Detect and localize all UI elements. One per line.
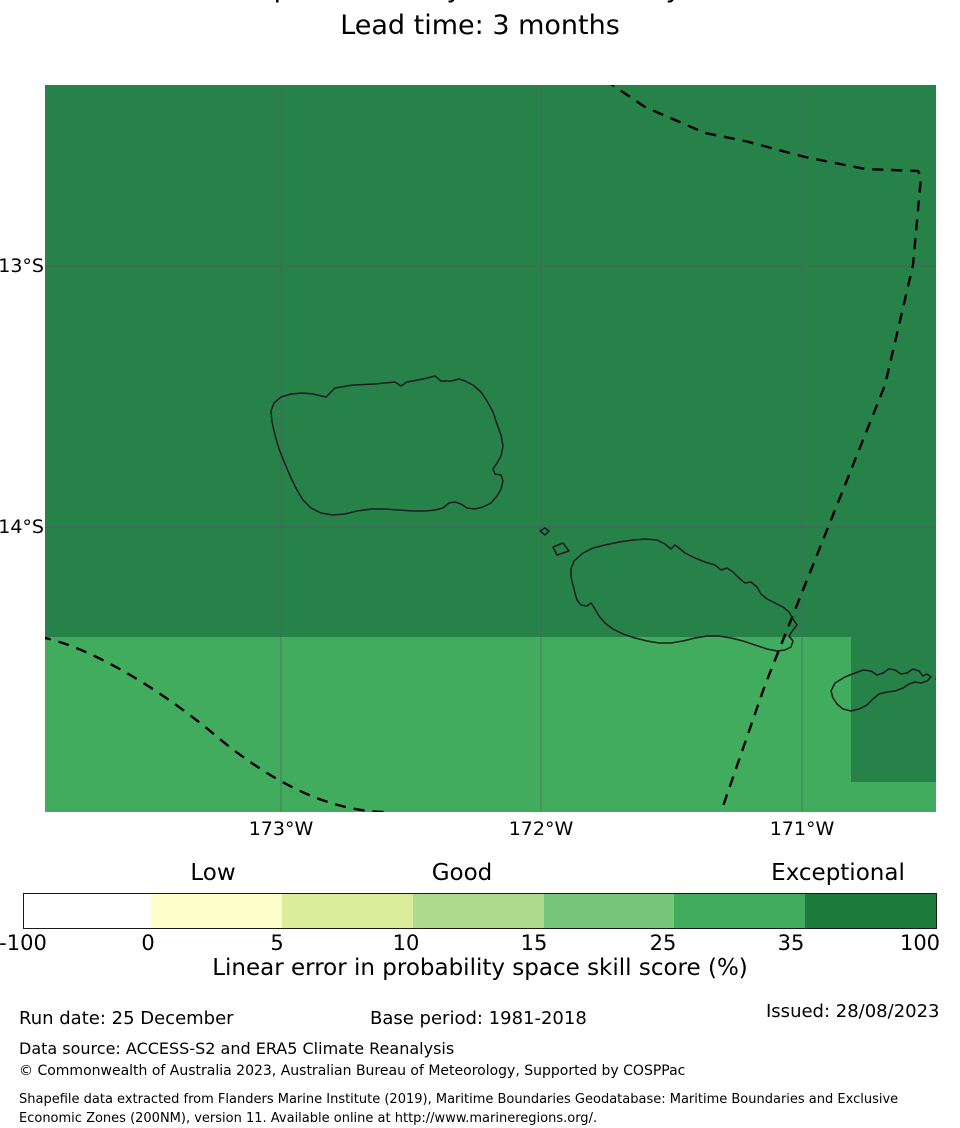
footer-data-source: Data source: ACCESS-S2 and ERA5 Climate … xyxy=(19,1039,455,1058)
colorbar-tick--100: -100 xyxy=(0,931,47,955)
footer-base-period: Base period: 1981-2018 xyxy=(370,1008,587,1029)
colorbar-segment-25-35 xyxy=(674,894,806,928)
colorbar-tick-labels: -100 0 5 10 15 25 35 100 xyxy=(0,931,960,957)
colorbar-tick-25: 25 xyxy=(649,931,677,955)
colorbar-tick-0: 0 xyxy=(141,931,155,955)
footer-copyright: © Commonwealth of Australia 2023, Austra… xyxy=(19,1063,686,1079)
skill-block-exceptional-east xyxy=(851,637,936,782)
footer-shapefile-note: Shapefile data extracted from Flanders M… xyxy=(19,1092,899,1126)
xtick-label-172W: 172°W xyxy=(508,818,574,840)
colorbar-axis-label: Linear error in probability space skill … xyxy=(212,955,748,981)
colorbar-tick-15: 15 xyxy=(520,931,548,955)
colorbar-segment-10-15 xyxy=(412,894,544,928)
footer-issued-date: Issued: 28/08/2023 xyxy=(766,1001,940,1022)
colorbar-category-low: Low xyxy=(190,860,236,886)
colorbar: Low Good Exceptional -100 0 5 10 15 25 3… xyxy=(0,860,960,988)
title-line-1: past accuracy for March - May. xyxy=(0,0,960,7)
colorbar-category-good: Good xyxy=(431,860,493,886)
colorbar-tick-5: 5 xyxy=(270,931,284,955)
eez-boundary xyxy=(45,85,923,812)
coastline-apolima xyxy=(539,527,550,536)
footer-row-primary: Run date: 25 December Base period: 1981-… xyxy=(0,1001,960,1036)
coastlines xyxy=(270,375,936,712)
colorbar-segment-0-5 xyxy=(151,894,282,928)
colorbar-tick-35: 35 xyxy=(777,931,805,955)
colorbar-segment-35-100 xyxy=(805,894,936,928)
map-svg xyxy=(45,85,936,812)
skill-score-blocks xyxy=(45,85,936,812)
colorbar-category-labels: Low Good Exceptional xyxy=(0,860,960,890)
coastline-manono xyxy=(552,542,570,556)
coastline-tutuila xyxy=(830,668,932,712)
xtick-label-171W: 171°W xyxy=(769,818,835,840)
colorbar-tick-100: 100 xyxy=(899,931,941,955)
eez-boundary-north xyxy=(610,85,923,812)
map-plot-area[interactable] xyxy=(45,85,936,812)
footer-run-date: Run date: 25 December xyxy=(19,1008,234,1029)
coastline-upolu xyxy=(570,538,798,652)
skill-block-good-far-south xyxy=(851,782,936,812)
colorbar-segment-15-25 xyxy=(543,894,675,928)
colorbar-segment-5-10 xyxy=(281,894,413,928)
colorbar-category-exceptional: Exceptional xyxy=(771,860,905,886)
map-gridlines xyxy=(45,85,936,812)
chart-title: past accuracy for March - May. Lead time… xyxy=(0,0,960,44)
colorbar-tick-10: 10 xyxy=(392,931,420,955)
xtick-label-173W: 173°W xyxy=(248,818,314,840)
colorbar-gradient-bar xyxy=(23,893,937,929)
coastline-savaii xyxy=(270,375,504,516)
colorbar-segment--100-0 xyxy=(24,894,152,928)
ytick-label-14S: 14°S xyxy=(0,516,44,538)
title-line-2: Lead time: 3 months xyxy=(340,10,620,41)
skill-block-good-south xyxy=(45,637,851,812)
ytick-label-13S: 13°S xyxy=(0,255,44,277)
